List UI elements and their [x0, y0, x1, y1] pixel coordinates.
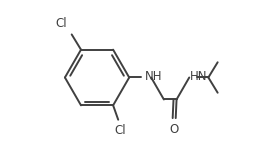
Text: Cl: Cl	[55, 17, 66, 30]
Text: NH: NH	[145, 70, 162, 83]
Text: O: O	[170, 123, 179, 136]
Text: Cl: Cl	[114, 124, 126, 137]
Text: HN: HN	[190, 70, 207, 83]
